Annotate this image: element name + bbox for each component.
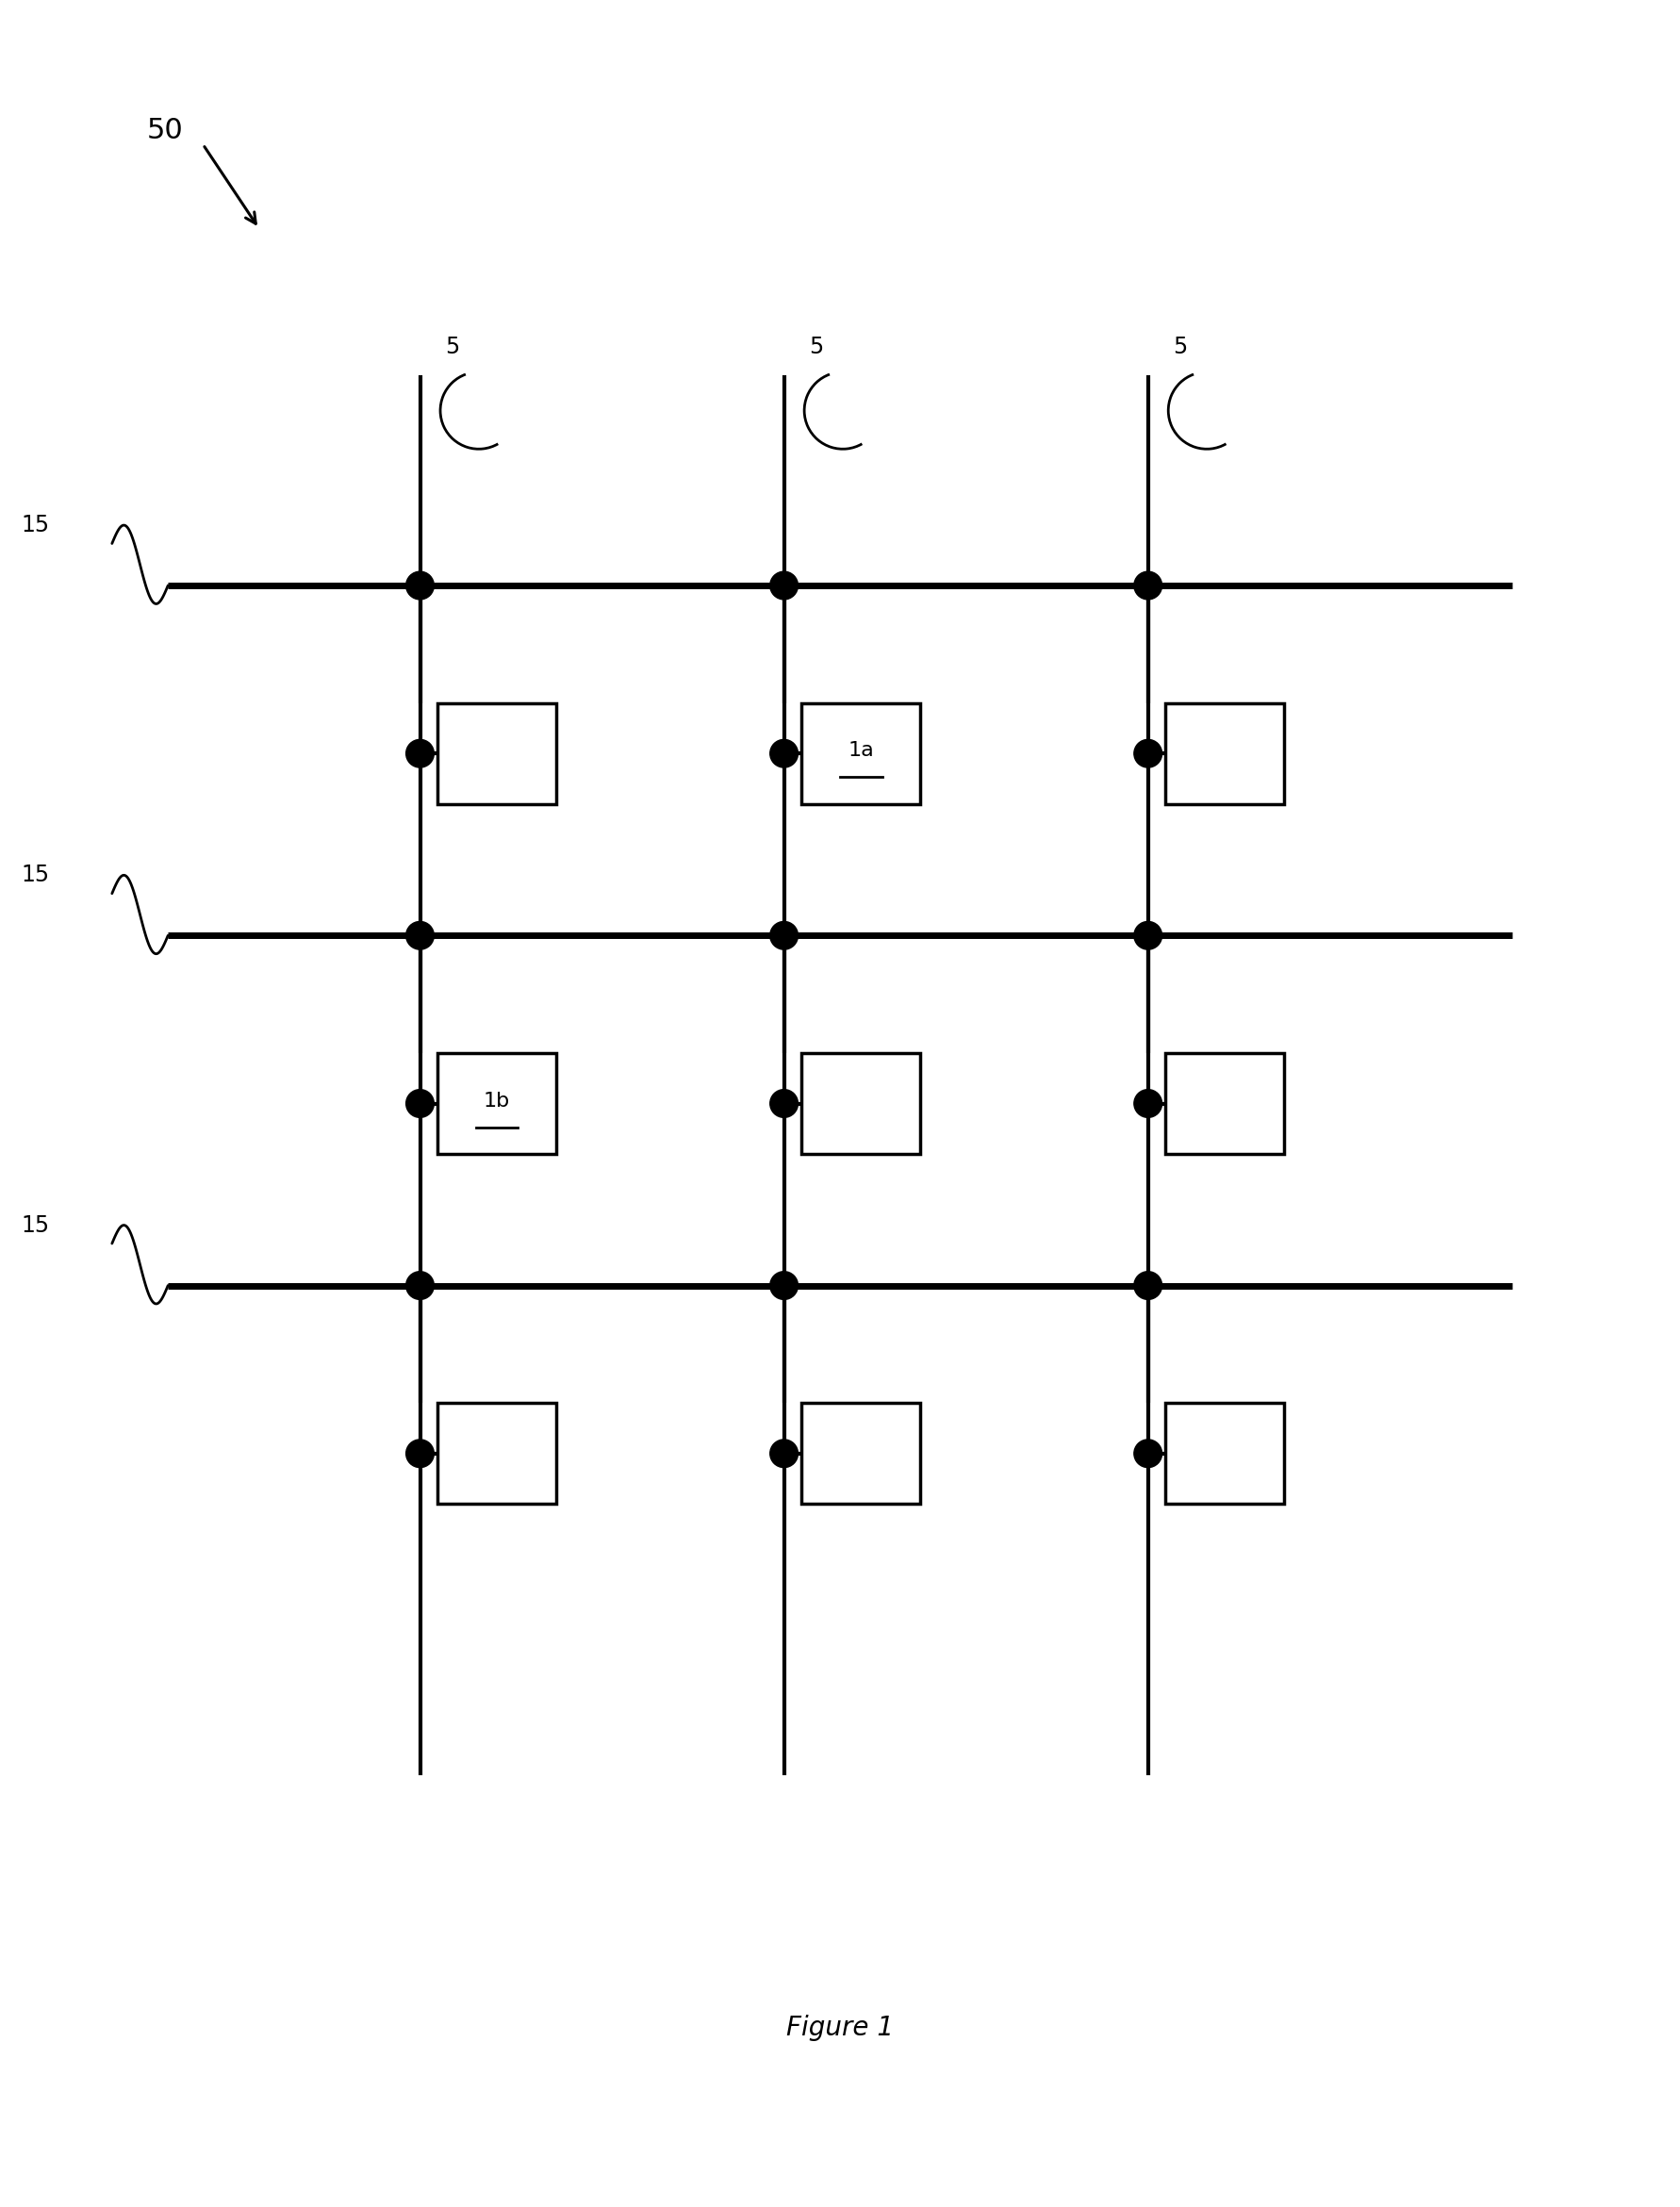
Circle shape (407, 572, 433, 600)
Text: 15: 15 (20, 863, 49, 887)
Circle shape (769, 572, 798, 600)
Text: 1a: 1a (848, 742, 874, 759)
Circle shape (407, 1090, 433, 1117)
Bar (437, 1404, 556, 1503)
Circle shape (1134, 739, 1163, 768)
Text: 5: 5 (1173, 335, 1188, 360)
Bar (801, 704, 921, 803)
Circle shape (1134, 572, 1163, 600)
Text: 5: 5 (810, 335, 823, 360)
Bar (437, 704, 556, 803)
Circle shape (407, 739, 433, 768)
Text: 15: 15 (20, 514, 49, 536)
Bar (1166, 1053, 1285, 1154)
Circle shape (1134, 923, 1163, 949)
Text: 50: 50 (148, 117, 183, 143)
Text: Figure 1: Figure 1 (786, 2015, 894, 2041)
Bar (801, 1404, 921, 1503)
Bar (801, 1053, 921, 1154)
Bar (437, 1053, 556, 1154)
Circle shape (769, 923, 798, 949)
Circle shape (407, 1439, 433, 1468)
Circle shape (769, 1439, 798, 1468)
Bar (1166, 704, 1285, 803)
Circle shape (407, 1271, 433, 1300)
Bar (1166, 1404, 1285, 1503)
Circle shape (407, 923, 433, 949)
Text: 1b: 1b (484, 1090, 511, 1110)
Text: 5: 5 (445, 335, 460, 360)
Circle shape (769, 1271, 798, 1300)
Text: 15: 15 (20, 1214, 49, 1236)
Circle shape (769, 1090, 798, 1117)
Circle shape (769, 739, 798, 768)
Circle shape (1134, 1439, 1163, 1468)
Circle shape (1134, 1090, 1163, 1117)
Circle shape (1134, 1271, 1163, 1300)
